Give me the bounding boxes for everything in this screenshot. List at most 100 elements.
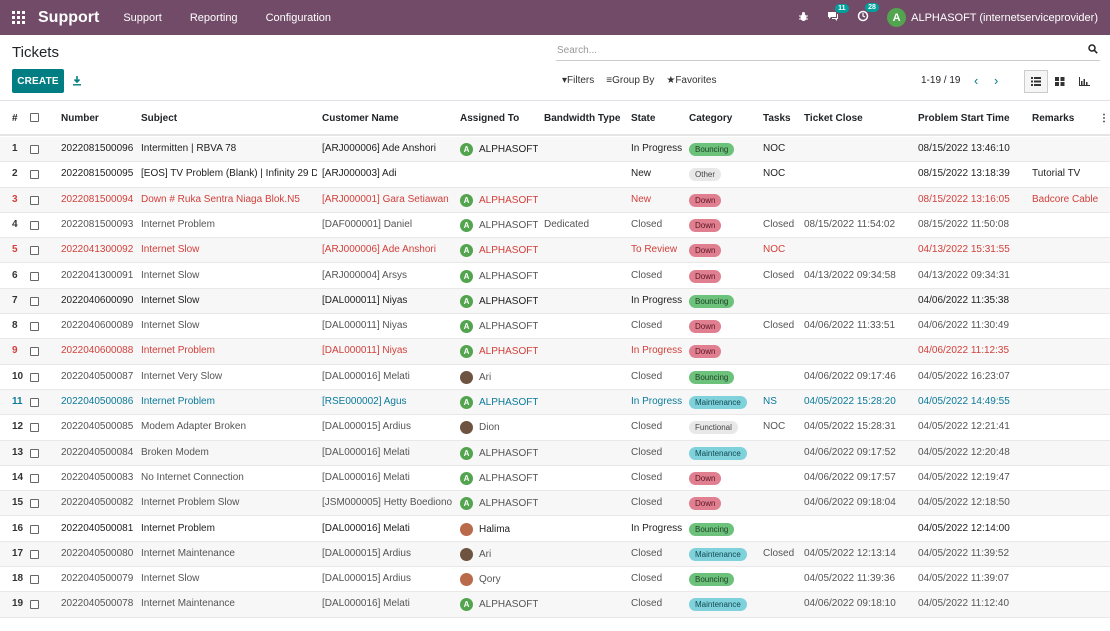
col-subject[interactable]: Subject [141, 113, 178, 124]
table-row[interactable]: 15 2022040500082 Internet Problem Slow [JSM… [0, 491, 1110, 517]
table-row[interactable]: 14 2022040500083 No Internet Connection [DA… [0, 466, 1110, 492]
column-options-icon[interactable]: ⋮ [1099, 113, 1109, 124]
table-row[interactable]: 8 2022040600089 Internet Slow [DAL000011] N… [0, 314, 1110, 340]
col-number[interactable]: Number [61, 113, 99, 124]
messages-icon[interactable]: 11 [827, 3, 849, 25]
assignee-name: ALPHASOFT [479, 321, 539, 333]
cell-category: Maintenance [689, 446, 747, 460]
table-row[interactable]: 18 2022040500079 Internet Slow [DAL000015] … [0, 567, 1110, 593]
assignee-name: ALPHASOFT [479, 346, 539, 358]
col-remarks[interactable]: Remarks [1032, 113, 1075, 124]
filters-button[interactable]: ▾Filters [562, 75, 595, 86]
row-checkbox[interactable] [30, 220, 39, 230]
cell-number: 2022040500080 [61, 547, 134, 559]
col-problem-start[interactable]: Problem Start Time [918, 113, 1010, 124]
menu-support[interactable]: Support [123, 11, 162, 24]
user-menu[interactable]: ALPHASOFT (internetserviceprovider) [911, 11, 1098, 24]
row-checkbox[interactable] [30, 423, 39, 433]
assignee-name: ALPHASOFT [479, 194, 539, 206]
row-checkbox[interactable] [30, 296, 39, 306]
pager-previous-icon[interactable]: ‹ [974, 73, 979, 88]
cell-subject: Internet Maintenance [141, 598, 235, 610]
col-bandwidth[interactable]: Bandwidth Type [544, 113, 621, 124]
activities-icon[interactable]: 28 [857, 3, 879, 25]
cell-problem-start: 04/13/2022 15:31:55 [918, 244, 1010, 256]
table-row[interactable]: 7 2022040600090 Internet Slow [DAL000011] N… [0, 288, 1110, 315]
table-row[interactable]: 3 2022081500094 Down # Ruka Sentra Niaga B… [0, 187, 1110, 213]
table-row[interactable]: 2 2022081500095 [EOS] TV Problem (Blank) |… [0, 162, 1110, 188]
row-checkbox[interactable] [30, 398, 39, 407]
row-checkbox[interactable] [30, 246, 39, 256]
select-all-checkbox[interactable] [30, 113, 39, 122]
app-brand[interactable]: Support [38, 8, 100, 26]
create-button[interactable]: CREATE [12, 69, 64, 93]
row-checkbox[interactable] [30, 347, 39, 357]
col-ticket-close[interactable]: Ticket Close [804, 113, 863, 124]
row-checkbox[interactable] [30, 271, 39, 281]
cell-category: Down [689, 244, 722, 258]
pager-value[interactable]: 1-19 / 19 [921, 75, 961, 86]
row-checkbox[interactable] [30, 499, 39, 509]
menu-reporting[interactable]: Reporting [189, 11, 238, 24]
graph-view-icon[interactable] [1072, 70, 1096, 93]
table-row[interactable]: 17 2022040500080 Internet Maintenance [DAL0… [0, 541, 1110, 568]
kanban-view-icon[interactable] [1048, 70, 1072, 93]
cell-customer: [ARJ000006] Ade Anshori [322, 244, 436, 256]
table-row[interactable]: 19 2022040500078 Internet Maintenance [DAL0… [0, 592, 1110, 618]
cell-problem-start: 04/05/2022 12:14:00 [918, 522, 1010, 534]
table-row[interactable]: 13 2022040500084 Broken Modem [DAL000016] M… [0, 440, 1110, 466]
col-assigned[interactable]: Assigned To [460, 113, 520, 124]
row-index: 18 [12, 573, 24, 585]
row-checkbox[interactable] [30, 145, 39, 154]
search-icon[interactable] [1088, 44, 1098, 54]
cell-number: 2022040500086 [61, 396, 134, 407]
row-checkbox[interactable] [30, 524, 39, 534]
cell-state: Closed [631, 573, 663, 585]
cell-state: Closed [631, 598, 663, 610]
row-checkbox[interactable] [30, 549, 39, 559]
row-checkbox[interactable] [30, 195, 39, 205]
table-row[interactable]: 9 2022040600088 Internet Problem [DAL000011… [0, 339, 1110, 365]
row-checkbox[interactable] [30, 473, 39, 483]
cell-ticket-close: 04/06/2022 09:17:57 [804, 471, 896, 483]
cell-assigned: Halima [460, 522, 510, 536]
assignee-avatar [460, 522, 473, 536]
list-view-icon[interactable] [1024, 70, 1048, 93]
groupby-button[interactable]: ≡Group By [606, 75, 655, 86]
download-icon[interactable] [72, 75, 82, 86]
table-row[interactable]: 16 2022040500081 Internet Problem [DAL00001… [0, 517, 1110, 542]
col-customer[interactable]: Customer Name [322, 113, 399, 124]
row-checkbox[interactable] [30, 448, 39, 458]
table-row[interactable]: 5 2022041300092 Internet Slow [ARJ000006] A… [0, 238, 1110, 264]
menu-configuration[interactable]: Configuration [265, 11, 331, 24]
cell-category: Bouncing [689, 143, 735, 156]
favorites-button[interactable]: ★Favorites [666, 75, 717, 86]
debug-icon[interactable] [798, 11, 809, 25]
table-row[interactable]: 4 2022081500093 Internet Problem [DAF000001… [0, 213, 1110, 239]
table-row[interactable]: 11 2022040500086 Internet Problem [RSE00000… [0, 390, 1110, 416]
view-switcher [1024, 70, 1096, 93]
cell-bandwidth: Dedicated [544, 218, 590, 230]
cell-ticket-close: 04/06/2022 09:17:46 [804, 370, 896, 382]
row-checkbox[interactable] [30, 600, 39, 610]
table-row[interactable]: 1 2022081500096 Intermitten | RBVA 78 [ARJ0… [0, 137, 1110, 163]
search-input[interactable]: Search... [556, 41, 1100, 61]
row-index: 1 [12, 143, 18, 154]
table-row[interactable]: 12 2022040500085 Modem Adapter Broken [DAL0… [0, 415, 1110, 441]
cell-subject: Modem Adapter Broken [141, 421, 247, 433]
row-checkbox[interactable] [30, 322, 39, 332]
table-row[interactable]: 6 2022041300091 Internet Slow [ARJ000004] A… [0, 264, 1110, 289]
row-checkbox[interactable] [30, 575, 39, 585]
row-checkbox[interactable] [30, 372, 39, 382]
app-menu-icon[interactable] [12, 10, 26, 25]
pager-next-icon[interactable]: › [994, 73, 999, 88]
table-row[interactable]: 10 2022040500087 Internet Very Slow [DAL000… [0, 365, 1110, 390]
cell-ticket-close: 04/06/2022 09:18:10 [804, 598, 896, 610]
user-avatar[interactable]: A [887, 8, 907, 27]
search-options: ▾Filters ≡Group By ★Favorites [562, 75, 728, 86]
col-tasks[interactable]: Tasks [763, 113, 791, 124]
cell-state: In Progress [631, 522, 683, 534]
col-state[interactable]: State [631, 113, 656, 124]
col-category[interactable]: Category [689, 113, 733, 124]
row-checkbox[interactable] [30, 170, 39, 180]
